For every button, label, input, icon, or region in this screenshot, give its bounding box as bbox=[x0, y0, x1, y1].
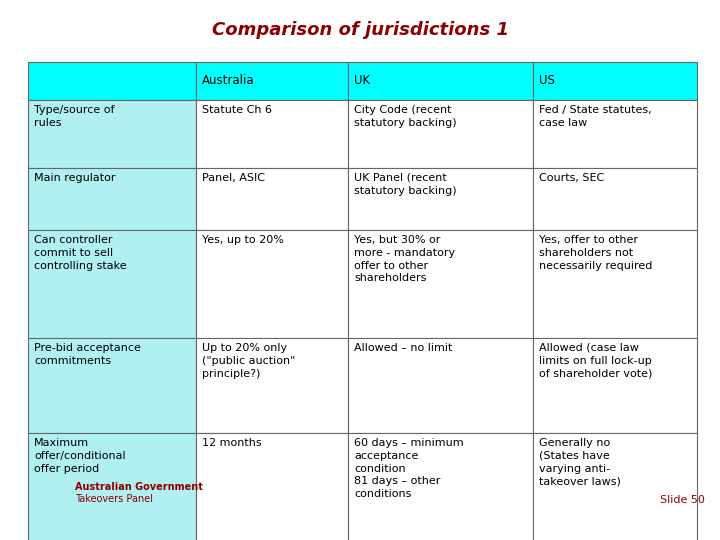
Bar bbox=[28, 62, 196, 100]
Text: Australia: Australia bbox=[202, 75, 255, 87]
Text: Takeovers Panel: Takeovers Panel bbox=[75, 494, 153, 504]
Bar bbox=[533, 100, 697, 168]
Bar bbox=[348, 62, 533, 100]
Text: Yes, up to 20%: Yes, up to 20% bbox=[202, 235, 284, 245]
Text: Fed / State statutes,
case law: Fed / State statutes, case law bbox=[539, 105, 652, 128]
Text: Maximum
offer/conditional
offer period: Maximum offer/conditional offer period bbox=[34, 438, 125, 474]
Bar bbox=[28, 100, 196, 168]
Text: Australian Government: Australian Government bbox=[75, 482, 203, 492]
Text: 60 days – minimum
acceptance
condition
81 days – other
conditions: 60 days – minimum acceptance condition 8… bbox=[354, 438, 464, 499]
Bar bbox=[28, 230, 196, 338]
Bar bbox=[348, 338, 533, 433]
Text: Main regulator: Main regulator bbox=[34, 173, 115, 183]
Bar bbox=[533, 338, 697, 433]
Bar bbox=[533, 433, 697, 540]
Text: City Code (recent
statutory backing): City Code (recent statutory backing) bbox=[354, 105, 456, 128]
Text: 12 months: 12 months bbox=[202, 438, 261, 448]
Bar bbox=[348, 230, 533, 338]
Text: Pre-bid acceptance
commitments: Pre-bid acceptance commitments bbox=[34, 343, 141, 366]
Bar bbox=[196, 62, 348, 100]
Bar bbox=[196, 168, 348, 230]
Bar bbox=[28, 433, 196, 540]
Bar bbox=[28, 338, 196, 433]
Text: UK: UK bbox=[354, 75, 370, 87]
Bar bbox=[348, 168, 533, 230]
Text: US: US bbox=[539, 75, 555, 87]
Text: Allowed (case law
limits on full lock-up
of shareholder vote): Allowed (case law limits on full lock-up… bbox=[539, 343, 652, 379]
Bar bbox=[196, 433, 348, 540]
Bar bbox=[533, 230, 697, 338]
Bar bbox=[196, 338, 348, 433]
Bar bbox=[533, 62, 697, 100]
Bar bbox=[196, 100, 348, 168]
Text: UK Panel (recent
statutory backing): UK Panel (recent statutory backing) bbox=[354, 173, 456, 196]
Bar bbox=[196, 230, 348, 338]
Bar bbox=[533, 168, 697, 230]
Bar bbox=[28, 168, 196, 230]
Text: Allowed – no limit: Allowed – no limit bbox=[354, 343, 452, 353]
Text: Up to 20% only
("public auction"
principle?): Up to 20% only ("public auction" princip… bbox=[202, 343, 295, 379]
Text: Generally no
(States have
varying anti-
takeover laws): Generally no (States have varying anti- … bbox=[539, 438, 621, 487]
Bar bbox=[348, 100, 533, 168]
Text: Statute Ch 6: Statute Ch 6 bbox=[202, 105, 272, 115]
Text: Comparison of jurisdictions 1: Comparison of jurisdictions 1 bbox=[212, 21, 508, 39]
Text: Yes, offer to other
shareholders not
necessarily required: Yes, offer to other shareholders not nec… bbox=[539, 235, 652, 271]
Text: Type/source of
rules: Type/source of rules bbox=[34, 105, 114, 128]
Text: Panel, ASIC: Panel, ASIC bbox=[202, 173, 265, 183]
Text: Yes, but 30% or
more - mandatory
offer to other
shareholders: Yes, but 30% or more - mandatory offer t… bbox=[354, 235, 455, 284]
Text: Slide 50: Slide 50 bbox=[660, 495, 705, 505]
Bar bbox=[348, 433, 533, 540]
Text: Can controller
commit to sell
controlling stake: Can controller commit to sell controllin… bbox=[34, 235, 127, 271]
Text: Courts, SEC: Courts, SEC bbox=[539, 173, 604, 183]
